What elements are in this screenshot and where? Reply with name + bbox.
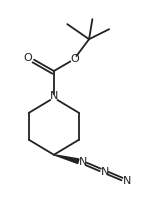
Text: O: O [70,54,79,64]
Polygon shape [54,155,79,164]
Text: O: O [24,53,32,63]
Text: N: N [101,167,109,177]
Text: N: N [79,157,87,167]
Text: N: N [123,176,131,186]
Text: N: N [50,91,58,101]
